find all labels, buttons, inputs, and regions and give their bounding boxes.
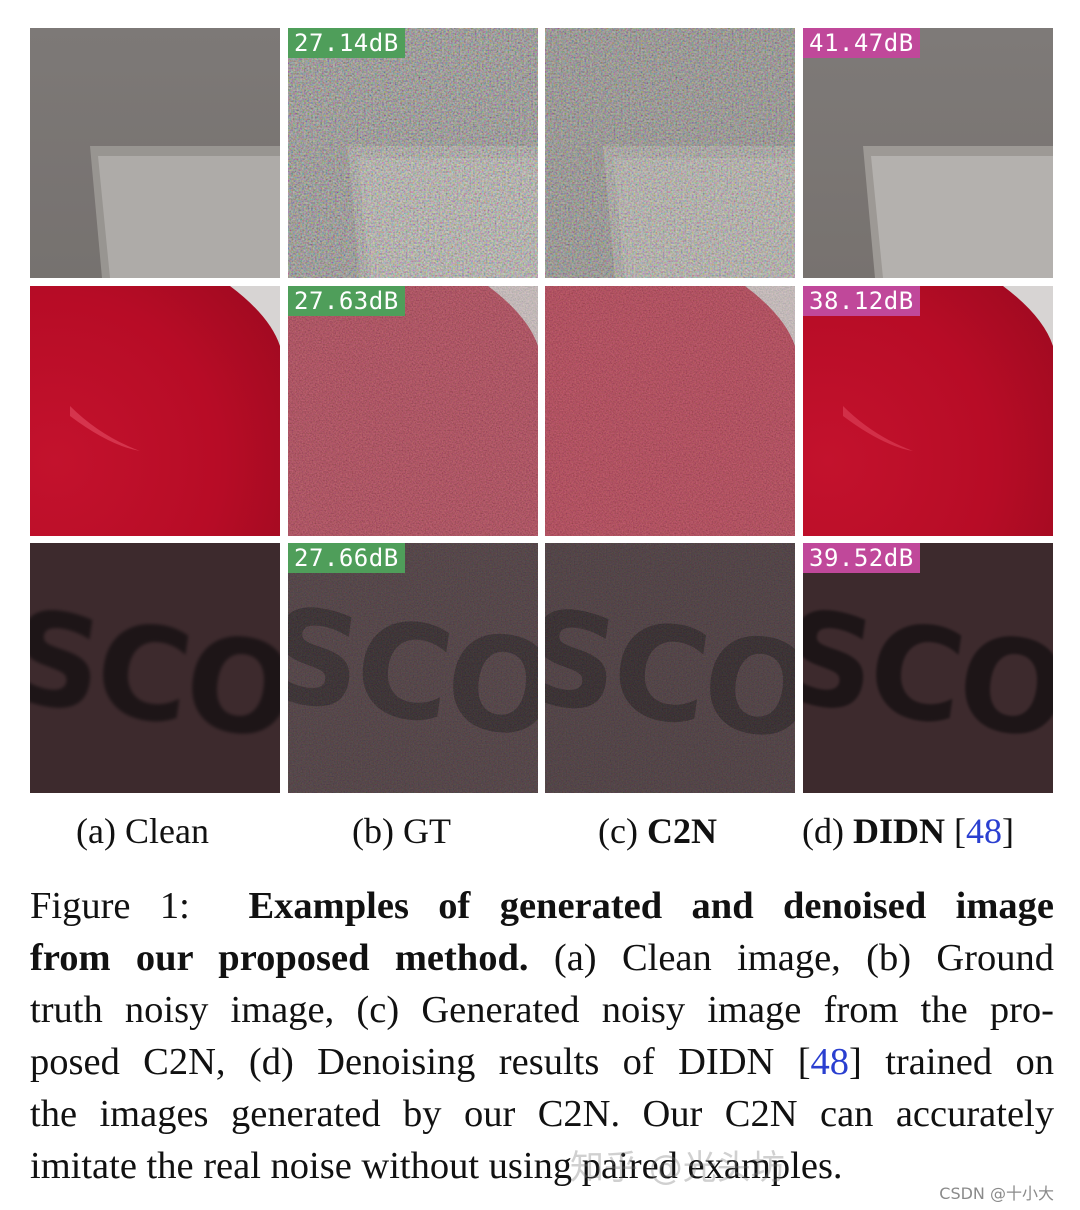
caption-line2-rest: (a) Clean image, (b) Ground — [553, 937, 1055, 979]
caption-ref-link[interactable]: 48 — [810, 1041, 850, 1083]
caption-label: Figure 1: — [30, 885, 190, 927]
didn-tile-row3: SCOP 39.52dB — [803, 543, 1053, 793]
didn-tile-row1: 41.47dB — [803, 28, 1053, 278]
subcaption-a-prefix: (a) — [76, 811, 116, 851]
subcaption-d-bracket-close: ] — [1002, 811, 1014, 851]
psnr-badge-gt-row1: 27.14dB — [288, 28, 405, 58]
gt-tile-row1: 27.14dB — [288, 28, 538, 278]
psnr-badge-gt-row2: 27.63dB — [288, 286, 405, 316]
caption-line-4: posed C2N, (d) Denoising results of DIDN… — [30, 1036, 1054, 1088]
subcaption-b-label: GT — [402, 811, 451, 851]
psnr-badge-didn-row2: 38.12dB — [803, 286, 920, 316]
c2n-tile-row2 — [545, 286, 795, 536]
scene-text-c2n: SCOP — [545, 579, 795, 783]
subcaption-d-prefix: (d) — [802, 811, 844, 851]
psnr-badge-didn-row3: 39.52dB — [803, 543, 920, 573]
caption-line4-b: ] trained on — [849, 1041, 1054, 1083]
psnr-badge-gt-row3: 27.66dB — [288, 543, 405, 573]
caption-line-3: truth noisy image, (c) Generated noisy i… — [30, 989, 1054, 1031]
caption-title-part2: from our proposed method. — [30, 937, 529, 979]
figure-caption: Figure 1: Examples of generated and deno… — [30, 880, 1054, 1192]
caption-line-6: imitate the real noise without using pai… — [30, 1145, 843, 1187]
c2n-tile-row1 — [545, 28, 795, 278]
subcaption-d-ref-link[interactable]: 48 — [966, 811, 1002, 851]
figure-image-grid: 27.14dB 41.47dB 27.63dB — [30, 28, 1054, 794]
subcaption-d-bracket-open: [ — [954, 811, 966, 851]
subcaption-c-label: C2N — [646, 811, 717, 851]
clean-tile-row1 — [30, 28, 280, 278]
scene-text-clean: SCOP — [30, 581, 280, 782]
subcaption-a: (a) Clean — [76, 810, 209, 852]
clean-tile-row2 — [30, 286, 280, 536]
scene-text-gt: SCOP — [288, 577, 538, 781]
scene-text-didn: SCOP — [803, 581, 1053, 782]
subcaption-d: (d) DIDN [48] — [802, 810, 1014, 852]
subcaption-a-label: Clean — [124, 811, 209, 851]
psnr-badge-didn-row1: 41.47dB — [803, 28, 920, 58]
clean-tile-row3: SCOP — [30, 543, 280, 793]
faint-watermark: 知乎 @光头坊 — [570, 1148, 785, 1188]
gt-tile-row2: 27.63dB — [288, 286, 538, 536]
subcaption-c: (c) C2N — [598, 810, 717, 852]
subcaption-d-label: DIDN — [852, 811, 945, 851]
csdn-watermark: CSDN @十小大 — [939, 1184, 1054, 1203]
caption-line-2: from our proposed method. (a) Clean imag… — [30, 932, 1054, 984]
didn-tile-row2: 38.12dB — [803, 286, 1053, 536]
c2n-tile-row3: SCOP — [545, 543, 795, 793]
gt-tile-row3: SCOP 27.66dB — [288, 543, 538, 793]
caption-line4-a: posed C2N, (d) Denoising results of DIDN… — [30, 1041, 811, 1083]
subcaption-c-prefix: (c) — [598, 811, 638, 851]
subcaption-b: (b) GT — [352, 810, 451, 852]
caption-line-5: the images generated by our C2N. Our C2N… — [30, 1093, 1054, 1135]
caption-title-part1: Examples of generated and denoised image — [248, 885, 1055, 927]
subcaption-b-prefix: (b) — [352, 811, 394, 851]
caption-line-1: Figure 1: Examples of generated and deno… — [30, 880, 1054, 932]
